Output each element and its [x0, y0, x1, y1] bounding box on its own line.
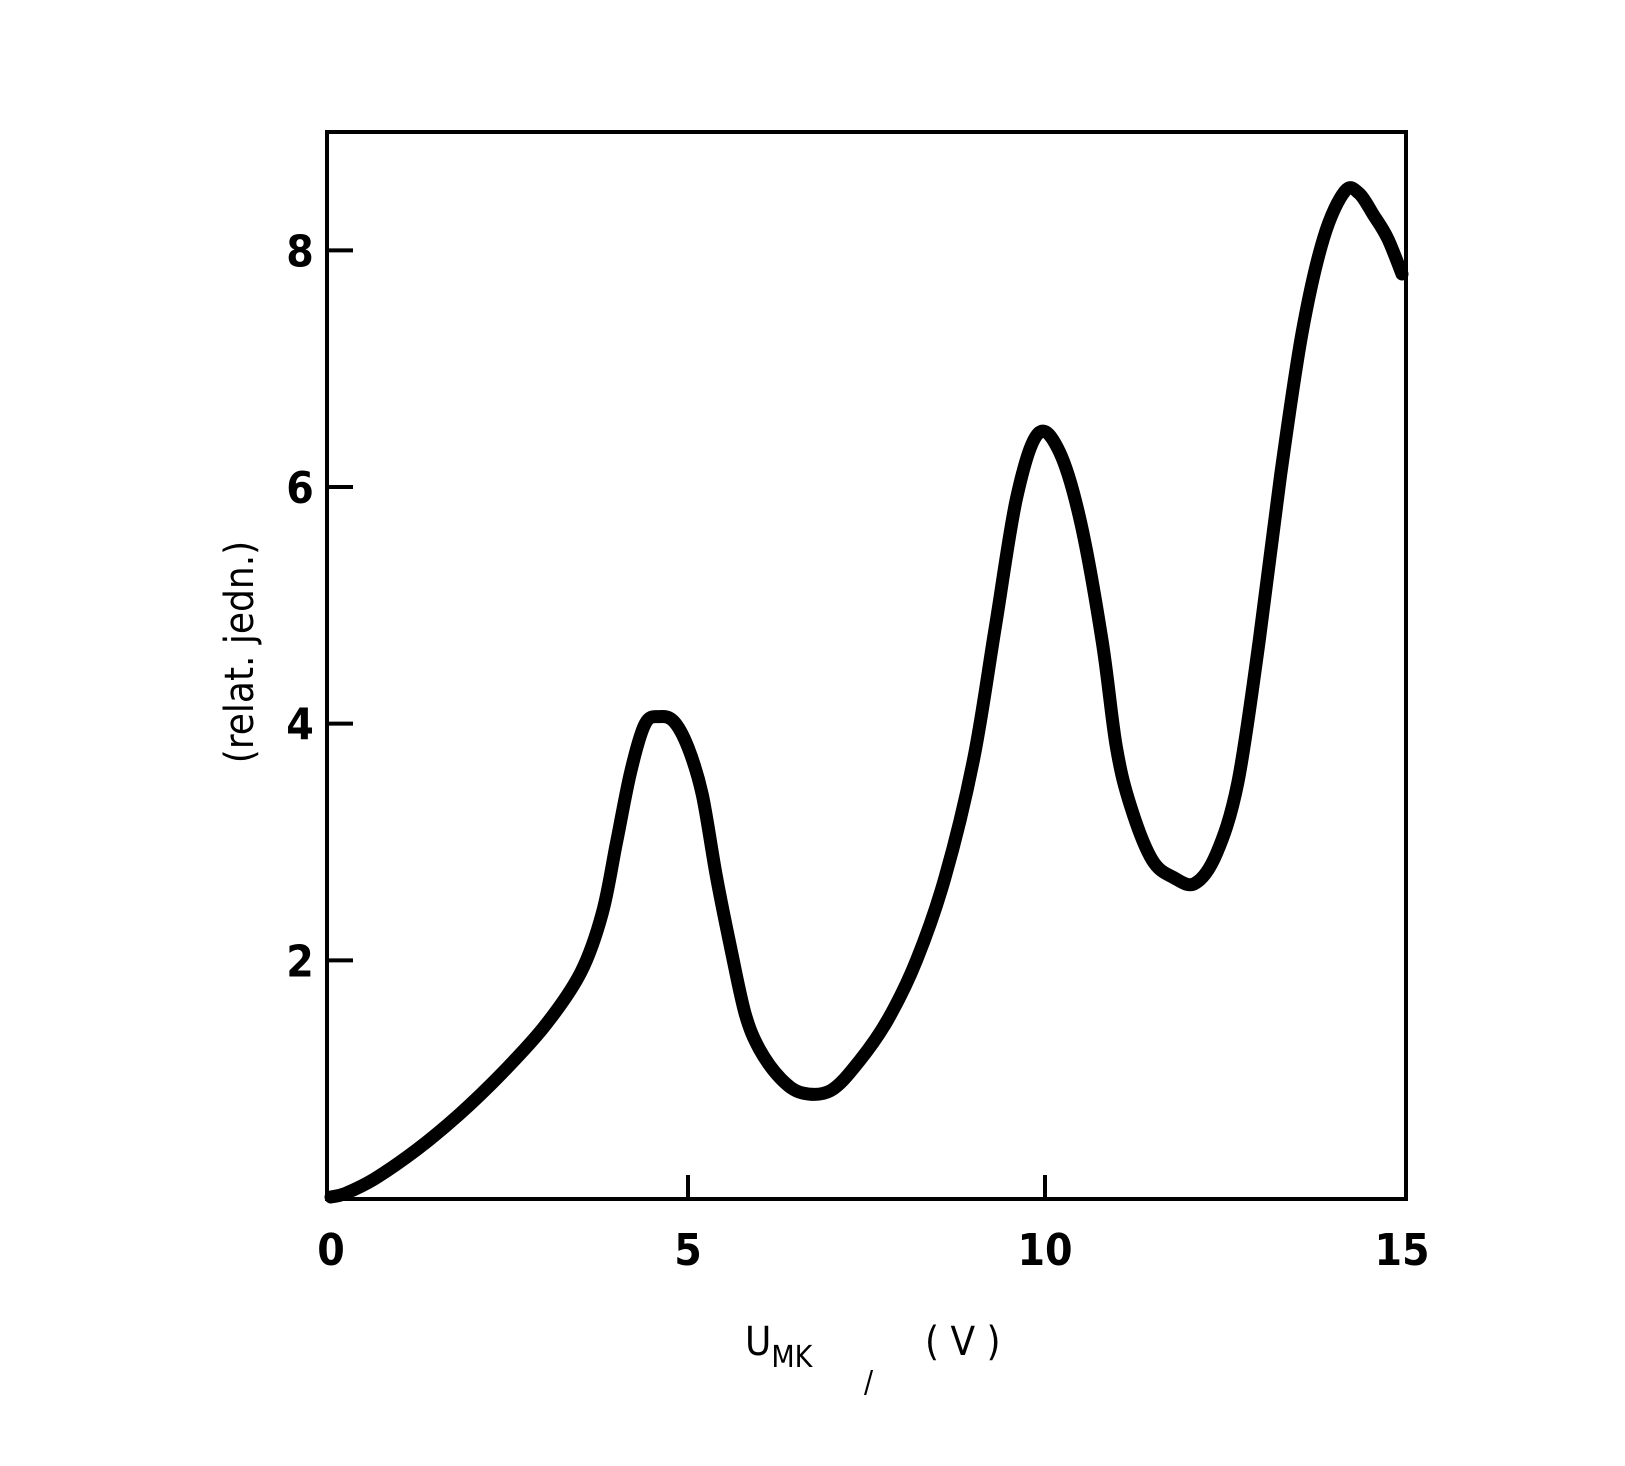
x-axis-label-mark: / [864, 1365, 874, 1400]
x-axis-label-unit: ( V ) [925, 1319, 1001, 1365]
x-tick-label: 10 [1017, 1225, 1072, 1276]
series-line [324, 181, 1409, 1204]
x-axis-label-subscript: MK [771, 1340, 813, 1375]
x-tick-label: 5 [674, 1225, 702, 1276]
plot-frame [325, 130, 1408, 1201]
y-tick-label: 6 [286, 463, 314, 514]
y-tick-label: 2 [286, 936, 314, 987]
x-tick-label: 15 [1374, 1225, 1429, 1276]
y-axis-label: (relat. jedn.) [217, 541, 263, 763]
tick-labels: 0 5 10 15 2 4 6 8 [286, 226, 1429, 1276]
x-axis-label-main: U [745, 1319, 771, 1365]
y-tick-label: 8 [286, 226, 314, 277]
x-axis-label: UMK [745, 1319, 814, 1375]
y-tick-label: 4 [286, 700, 314, 751]
x-tick-label: 0 [317, 1225, 345, 1276]
tick-marks [327, 248, 1047, 1197]
